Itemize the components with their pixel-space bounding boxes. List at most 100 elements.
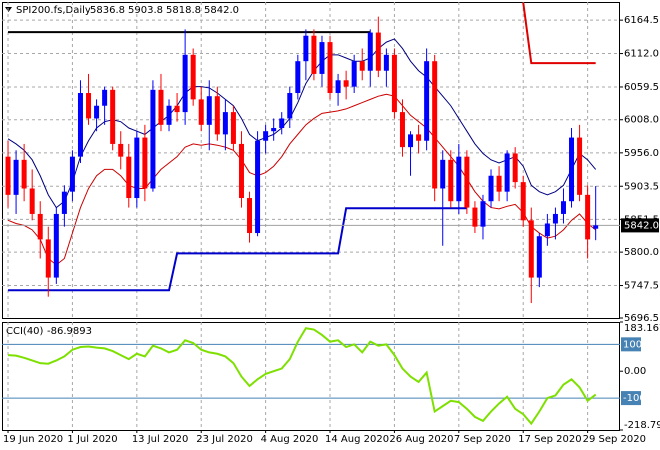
candle-body (37, 213, 43, 240)
marks (2, 2, 620, 426)
ohlc-high: 5903.8 (128, 5, 163, 16)
header: SPI200.fs,Daily 5836.8 5903.8 5818.8 584… (5, 5, 239, 16)
x-tick-label: 4 Aug 2020 (261, 434, 319, 445)
indicator-panel-frame (2, 322, 620, 431)
x-tick-label: 19 Jun 2020 (3, 434, 63, 445)
candle-body (391, 54, 397, 113)
candle-body (126, 156, 132, 199)
candle-body (464, 156, 470, 208)
candle-body (367, 32, 373, 71)
candle-body (496, 175, 502, 192)
candle-body (238, 143, 244, 199)
candle-body (416, 134, 422, 141)
y-tick-label: 6008.0 (624, 115, 659, 126)
candle-body (263, 131, 269, 141)
candle-body (198, 99, 204, 125)
candle-body (118, 143, 124, 157)
candle-body (230, 112, 236, 144)
candle-body (319, 42, 325, 74)
candle-body (512, 153, 518, 183)
y-tick-label: -218.799 (624, 420, 660, 431)
candle-body (222, 112, 228, 135)
level-label: 100 (623, 339, 642, 350)
candle-body (255, 140, 261, 234)
candle-body (448, 159, 454, 202)
price-label: 5842.0 (624, 220, 659, 231)
y-tick-label: 0.00 (624, 366, 646, 377)
candle-body (480, 201, 486, 227)
candle-body (94, 105, 100, 119)
level-label-box (621, 337, 641, 352)
candle-body (424, 61, 430, 141)
candle-body (536, 236, 542, 278)
ohlc-low: 5818.8 (166, 5, 201, 16)
candle-body (593, 225, 599, 229)
candle-body (552, 213, 558, 224)
candle-body (21, 159, 27, 189)
candle-body (375, 32, 381, 71)
candle-body (61, 191, 67, 214)
candle-body (206, 96, 212, 125)
candle-body (134, 137, 140, 199)
x-tick-label: 7 Sep 2020 (454, 434, 511, 445)
y-tick-label: 6164.5 (624, 15, 659, 26)
y-tick-label: 6112.0 (624, 49, 659, 60)
candle-body (311, 35, 317, 74)
overlay-line (7, 38, 597, 209)
ohlc-close: 5842.0 (204, 5, 239, 16)
candle-body (29, 188, 35, 214)
y-tick-label: 183.1673 (624, 323, 660, 334)
candle-body (520, 182, 526, 221)
candle-body (408, 134, 414, 148)
ohlc-open: 5836.8 (90, 5, 125, 16)
grid (2, 2, 620, 430)
candle-body (544, 223, 550, 237)
candle-body (182, 54, 188, 113)
candle-body (528, 220, 534, 278)
candle-body (399, 112, 405, 148)
candle-body (577, 137, 583, 195)
y-tick-label: 5800.0 (624, 247, 659, 258)
indicator-label: CCI(40) (6, 326, 44, 337)
candle-body (359, 61, 365, 71)
level-label-box (621, 391, 641, 406)
overlay-line (8, 207, 467, 292)
candle-body (53, 213, 59, 278)
candle-body (432, 61, 438, 189)
x-tick-label: 13 Jul 2020 (132, 434, 189, 445)
price-label-box (621, 218, 659, 233)
candle-body (335, 80, 341, 94)
candle-body (174, 105, 180, 113)
candle-body (190, 54, 196, 100)
indicator-line (7, 327, 597, 426)
candle-body (440, 159, 446, 189)
candle-body (271, 128, 277, 132)
x-tick-label: 17 Sep 2020 (518, 434, 581, 445)
candle-body (5, 156, 11, 195)
indicator-value: -86.9893 (47, 326, 92, 337)
candle-body (86, 93, 92, 119)
candle-body (214, 96, 220, 135)
candle-body (560, 201, 566, 214)
candle-body (110, 89, 116, 144)
x-tick-label: 29 Sep 2020 (583, 434, 646, 445)
candle-body (488, 175, 494, 202)
candle-body (383, 54, 389, 71)
candle-body (102, 89, 108, 106)
x-tick-label: 1 Jul 2020 (67, 434, 117, 445)
candle-body (585, 194, 591, 240)
candle-body (247, 198, 253, 234)
candle-body (343, 80, 349, 87)
candle-body (13, 159, 19, 195)
y-tick-label: 6059.5 (624, 82, 659, 93)
y-tick-label: 5747.5 (624, 281, 659, 292)
candle-body (287, 93, 293, 119)
y-tick-label: 5903.5 (624, 181, 659, 192)
overlay-line (522, 2, 596, 65)
candle-body (456, 156, 462, 202)
candle-body (166, 105, 172, 125)
candle-body (69, 156, 75, 192)
x-tick-label: 14 Aug 2020 (325, 434, 389, 445)
symbol: SPI200.fs,Daily (16, 5, 91, 16)
